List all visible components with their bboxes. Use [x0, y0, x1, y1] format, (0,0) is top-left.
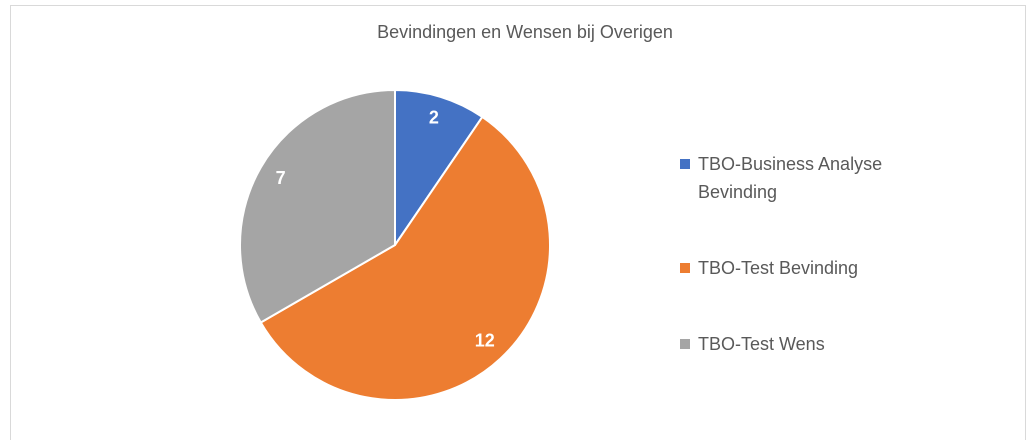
- legend-label: TBO-Business Analyse Bevinding: [698, 154, 883, 202]
- legend-entry: TBO-Test Bevinding: [680, 254, 940, 282]
- legend: TBO-Business Analyse Bevinding TBO-Test B…: [680, 150, 940, 406]
- pie-slice: [394, 88, 484, 249]
- data-label: 2: [429, 108, 439, 128]
- legend-swatch: [680, 159, 690, 169]
- chart-title: Bevindingen en Wensen bij Overigen: [377, 22, 673, 42]
- data-label: 12: [475, 331, 495, 351]
- legend-entry: TBO-Business Analyse Bevinding: [680, 150, 940, 206]
- data-label: 7: [276, 168, 286, 188]
- pie-slice: [239, 88, 396, 324]
- legend-label: TBO-Test Wens: [698, 334, 825, 354]
- pie-slice: [259, 115, 551, 401]
- legend-swatch: [680, 263, 690, 273]
- legend-swatch: [680, 339, 690, 349]
- legend-label: TBO-Test Bevinding: [698, 258, 859, 278]
- legend-entry: TBO-Test Wens: [680, 330, 940, 358]
